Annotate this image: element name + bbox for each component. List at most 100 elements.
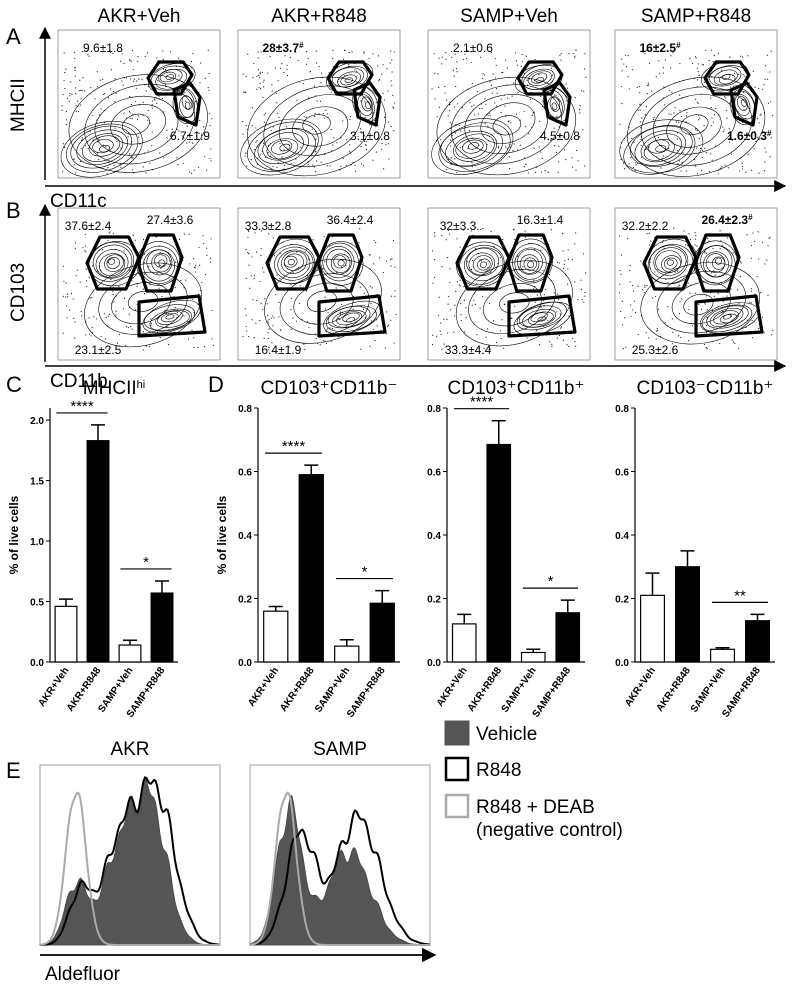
bar [744, 620, 770, 663]
event-dot [390, 259, 392, 261]
event-dot [729, 56, 731, 58]
event-dot [321, 72, 323, 74]
event-dot [770, 50, 772, 52]
chart-title-text: CD103⁻CD11b⁺ [637, 378, 774, 399]
contour [713, 310, 739, 325]
event-dot [579, 136, 581, 138]
event-dot [346, 138, 348, 141]
event-dot [723, 96, 726, 98]
contour [262, 132, 304, 161]
event-dot [267, 72, 269, 74]
event-dot [304, 349, 306, 351]
event-dot [363, 51, 365, 53]
event-dot [558, 126, 560, 128]
gate [729, 81, 759, 127]
contour [302, 114, 331, 135]
histogram-title: SAMP [313, 739, 367, 760]
contour [161, 312, 179, 323]
gate-label: 25.3±2.6 [632, 343, 679, 357]
contour [492, 115, 522, 136]
event-dot [81, 315, 83, 317]
contour [462, 139, 484, 154]
event-dot [109, 52, 112, 54]
event-dot [322, 268, 324, 270]
event-dot [313, 85, 316, 87]
y-tick-label: 2.0 [30, 416, 44, 427]
event-dot [267, 337, 269, 340]
event-dot [248, 264, 250, 266]
event-dot [390, 319, 392, 321]
event-dot [156, 102, 158, 105]
event-dot [510, 122, 512, 124]
event-dot [689, 57, 691, 60]
event-dot [648, 62, 651, 64]
event-dot [621, 300, 623, 302]
event-dot [79, 104, 82, 106]
event-dot [380, 148, 383, 150]
event-dot [558, 262, 561, 264]
event-dot [373, 240, 375, 242]
event-dot [182, 162, 184, 165]
event-dot [345, 264, 347, 267]
event-dot [631, 284, 634, 287]
event-dot [186, 142, 188, 144]
event-dot [251, 256, 253, 258]
event-dot [687, 282, 689, 284]
event-dot [290, 328, 292, 330]
event-dot [741, 162, 743, 164]
event-dot [481, 107, 483, 110]
event-dot [646, 92, 648, 95]
event-dot [454, 315, 456, 317]
event-dot [75, 172, 77, 174]
error-bar [268, 605, 283, 612]
event-dot [623, 168, 626, 170]
column-header: SAMP+Veh [460, 6, 558, 27]
event-dot [494, 77, 496, 79]
event-dot [151, 131, 153, 133]
event-dot [193, 346, 195, 348]
event-dot [621, 58, 623, 60]
event-dot [696, 245, 698, 247]
event-dot [677, 270, 679, 272]
event-dot [619, 123, 621, 125]
event-dot [694, 238, 697, 240]
event-dot [757, 231, 759, 233]
contour [92, 244, 133, 279]
event-dot [519, 144, 521, 146]
gate-label: 1.6±0.3# [727, 129, 772, 144]
event-dot [712, 247, 714, 250]
event-dot [96, 71, 98, 73]
event-dot [157, 80, 159, 82]
gate-value: 25.3±2.6 [632, 343, 679, 357]
event-dot [120, 147, 122, 149]
event-dot [506, 148, 508, 150]
event-dot [174, 307, 176, 309]
event-dot [190, 61, 193, 63]
event-dot [314, 112, 316, 115]
event-dot [189, 171, 191, 173]
event-dot [639, 103, 641, 106]
event-dot [654, 271, 656, 273]
y-tick-label: 0.8 [615, 404, 629, 415]
event-dot [454, 53, 456, 55]
event-dot [75, 275, 77, 277]
event-dot [318, 65, 320, 68]
gate-label: 28±3.7# [262, 41, 304, 56]
event-dot [648, 232, 650, 234]
event-dot [309, 71, 311, 73]
event-dot [632, 166, 635, 169]
chart-title: CD103⁻CD11b⁺ [637, 378, 774, 399]
event-dot [433, 232, 436, 234]
contour [671, 281, 732, 325]
event-dot [710, 125, 712, 127]
event-dot [123, 250, 125, 252]
event-dot [85, 268, 87, 270]
contour [365, 101, 371, 110]
x-tick-label: SAMP+Veh [689, 665, 728, 714]
event-dot [360, 145, 362, 147]
event-dot [380, 329, 382, 331]
event-dot [71, 93, 73, 95]
event-dot [584, 53, 586, 55]
x-tick-label: SAMP+R848 [345, 665, 388, 720]
event-dot [736, 289, 739, 291]
